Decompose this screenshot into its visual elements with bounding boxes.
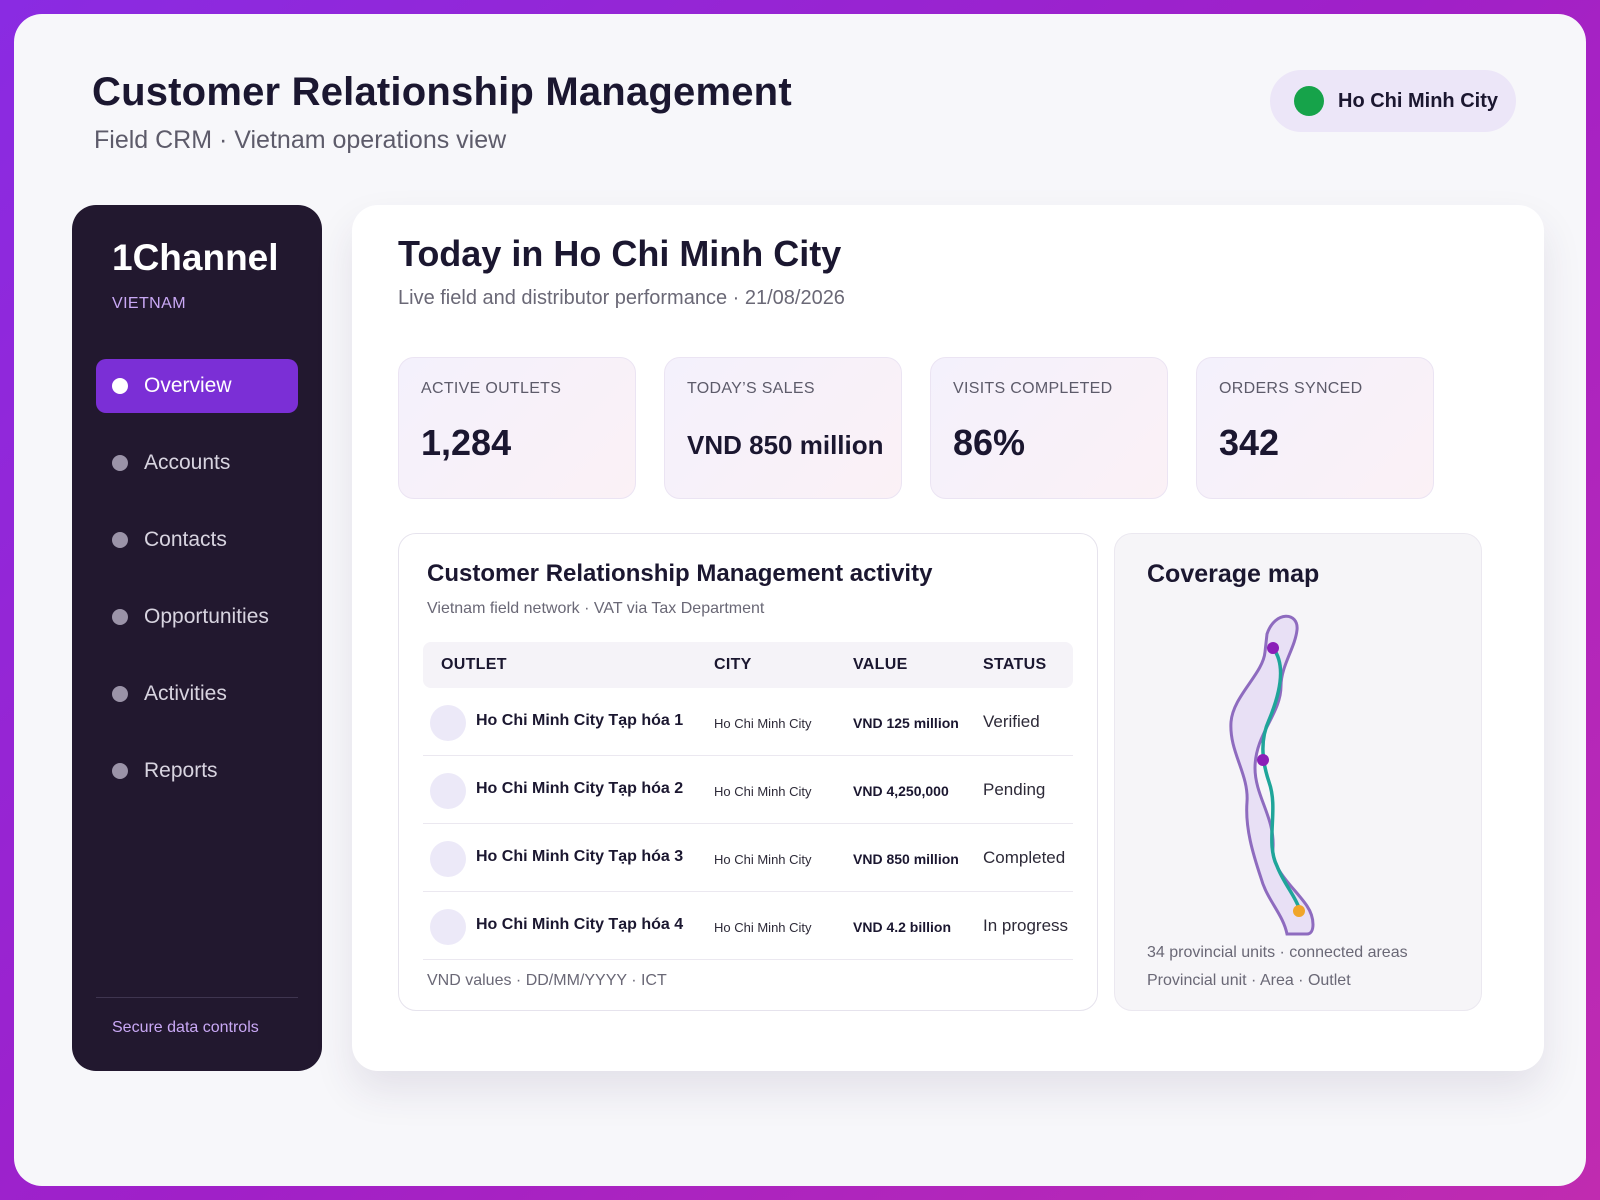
outlet-city: Ho Chi Minh City: [714, 784, 812, 799]
provincial-unit-node[interactable]: [1267, 642, 1279, 654]
column-header-outlet[interactable]: OUTLET: [441, 656, 507, 673]
kpi-value: VND 850 million: [687, 430, 884, 460]
status-badge: Pending: [983, 780, 1046, 799]
bullet-icon: [112, 763, 128, 779]
provincial-unit-node[interactable]: [1257, 754, 1269, 766]
table-header: OUTLET CITY VALUE STATUS: [423, 642, 1073, 688]
table-body: Ho Chi Minh City Tạp hóa 1 Ho Chi Minh C…: [423, 688, 1073, 960]
sidebar-item-label: Accounts: [144, 451, 231, 474]
table-row[interactable]: Ho Chi Minh City Tạp hóa 4 Ho Chi Minh C…: [423, 892, 1073, 960]
section-title: Today in Ho Chi Minh City: [398, 233, 842, 274]
city-selector[interactable]: Ho Chi Minh City: [1270, 70, 1516, 132]
kpi-card-todays-sales: TODAY’S SALES VND 850 million: [664, 357, 902, 499]
city-selector-label: Ho Chi Minh City: [1338, 89, 1498, 112]
column-header-status[interactable]: STATUS: [983, 656, 1047, 673]
outlet-name: Ho Chi Minh City Tạp hóa 2: [476, 780, 684, 797]
outlet-city: Ho Chi Minh City: [714, 852, 812, 867]
sidebar-item-contacts[interactable]: Contacts: [96, 513, 298, 567]
kpi-label: VISITS COMPLETED: [953, 380, 1113, 397]
activity-title: Customer Relationship Management activit…: [427, 560, 933, 587]
bullet-icon: [112, 378, 128, 394]
bullet-icon: [112, 532, 128, 548]
sidebar-item-label: Overview: [144, 374, 232, 397]
outlet-value: VND 4.2 billion: [853, 919, 952, 935]
app-window: Customer Relationship Management Field C…: [14, 14, 1586, 1186]
sidebar-item-opportunities[interactable]: Opportunities: [96, 590, 298, 644]
activity-card: Customer Relationship Management activit…: [398, 533, 1098, 1011]
outlet-value: VND 4,250,000: [853, 783, 949, 799]
sidebar-item-reports[interactable]: Reports: [96, 744, 298, 798]
kpi-value: 1,284: [421, 422, 512, 463]
coverage-title: Coverage map: [1147, 560, 1320, 588]
column-header-city[interactable]: CITY: [714, 656, 752, 673]
sidebar-item-label: Contacts: [144, 528, 227, 551]
kpi-label: ACTIVE OUTLETS: [421, 380, 562, 397]
table-row[interactable]: Ho Chi Minh City Tạp hóa 2 Ho Chi Minh C…: [423, 756, 1073, 824]
sidebar-item-activities[interactable]: Activities: [96, 667, 298, 721]
status-dot-icon: [1294, 86, 1324, 116]
page-subtitle: Field CRM · Vietnam operations view: [94, 126, 507, 154]
outlet-city: Ho Chi Minh City: [714, 716, 812, 731]
bullet-icon: [112, 455, 128, 471]
status-badge: Completed: [983, 848, 1066, 867]
activity-subtitle: Vietnam field network · VAT via Tax Depa…: [427, 600, 765, 617]
sidebar-item-label: Activities: [144, 682, 227, 705]
coverage-legend: Provincial unit · Area · Outlet: [1147, 972, 1351, 989]
outlet-name: Ho Chi Minh City Tạp hóa 3: [476, 848, 684, 865]
page-title: Customer Relationship Management: [92, 70, 792, 114]
table-footer: VND values · DD/MM/YYYY · ICT: [427, 972, 667, 989]
kpi-label: TODAY’S SALES: [687, 380, 815, 397]
divider: [96, 997, 298, 998]
status-badge: In progress: [983, 916, 1069, 935]
outlet-name: Ho Chi Minh City Tạp hóa 1: [476, 712, 684, 729]
column-header-value[interactable]: VALUE: [853, 656, 908, 673]
coverage-caption: 34 provincial units · connected areas: [1147, 944, 1408, 961]
kpi-label: ORDERS SYNCED: [1219, 380, 1363, 397]
main-panel: Today in Ho Chi Minh City Live field and…: [352, 205, 1544, 1071]
avatar: [430, 773, 466, 809]
outlet-node[interactable]: [1293, 905, 1305, 917]
outlet-city: Ho Chi Minh City: [714, 920, 812, 935]
kpi-value: 342: [1219, 422, 1280, 463]
sidebar: 1Channel VIETNAM Overview Accounts Conta…: [72, 205, 322, 1071]
status-badge: Verified: [983, 712, 1040, 731]
kpi-card-active-outlets: ACTIVE OUTLETS 1,284: [398, 357, 636, 499]
bullet-icon: [112, 609, 128, 625]
avatar: [430, 841, 466, 877]
outlet-value: VND 850 million: [853, 851, 959, 867]
section-subtitle: Live field and distributor performance ·…: [398, 287, 845, 309]
route-line: [1261, 646, 1301, 910]
map-region-shape: [1229, 614, 1315, 936]
brand-logo: 1Channel: [112, 237, 279, 278]
sidebar-item-label: Reports: [144, 759, 218, 782]
sidebar-item-accounts[interactable]: Accounts: [96, 436, 298, 490]
sidebar-item-overview[interactable]: Overview: [96, 359, 298, 413]
table-row[interactable]: Ho Chi Minh City Tạp hóa 1 Ho Chi Minh C…: [423, 688, 1073, 756]
outlet-value: VND 125 million: [853, 715, 959, 731]
table-row[interactable]: Ho Chi Minh City Tạp hóa 3 Ho Chi Minh C…: [423, 824, 1073, 892]
coverage-map-card: Coverage map 34 provincial units · conne…: [1114, 533, 1482, 1011]
kpi-value: 86%: [953, 422, 1026, 463]
bullet-icon: [112, 686, 128, 702]
kpi-card-visits-completed: VISITS COMPLETED 86%: [930, 357, 1168, 499]
avatar: [430, 909, 466, 945]
brand-region: VIETNAM: [112, 295, 186, 312]
avatar: [430, 705, 466, 741]
secure-data-link[interactable]: Secure data controls: [112, 1019, 259, 1036]
outlet-name: Ho Chi Minh City Tạp hóa 4: [476, 916, 684, 933]
kpi-card-orders-synced: ORDERS SYNCED 342: [1196, 357, 1434, 499]
vietnam-map[interactable]: [1195, 596, 1395, 936]
sidebar-nav: Overview Accounts Contacts Opportunities…: [96, 359, 298, 821]
sidebar-item-label: Opportunities: [144, 605, 269, 628]
